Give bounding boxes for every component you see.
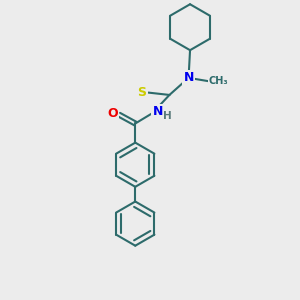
Text: N: N: [152, 105, 163, 118]
Text: CH₃: CH₃: [208, 76, 228, 86]
Text: H: H: [163, 111, 172, 121]
Text: N: N: [183, 71, 194, 84]
Text: S: S: [137, 86, 146, 99]
Text: O: O: [107, 107, 118, 120]
